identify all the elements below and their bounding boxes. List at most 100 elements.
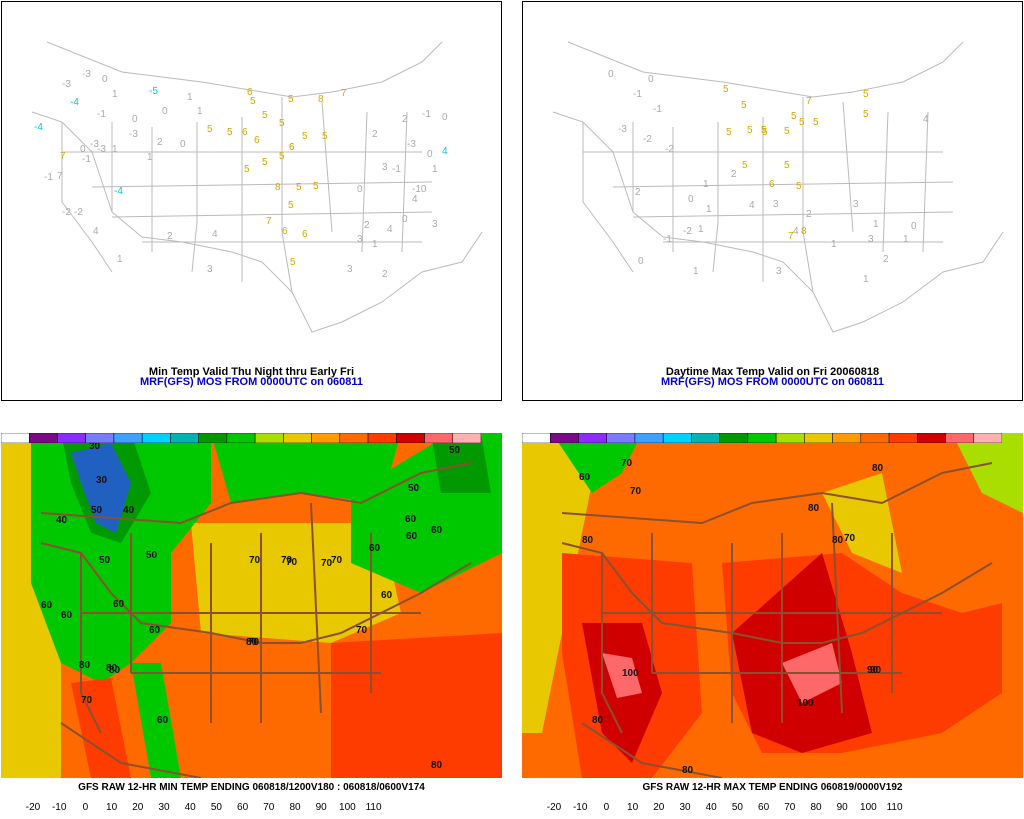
colorbar-tick-label: 10 bbox=[106, 802, 118, 813]
colorbar-tick-label: 0 bbox=[82, 802, 89, 813]
station-value: 5 bbox=[250, 96, 256, 107]
station-value: -1 bbox=[653, 104, 662, 115]
station-value: 5 bbox=[322, 131, 328, 142]
min-temp-mos-panel: -3 0 -3 1 -4 -5 1 0 1 -1 -4 0 -3 2 0 1 -1 7 7 -1 -3 -2 0 -4 1 -2 2… bbox=[1, 1, 502, 401]
station-value: 5 bbox=[313, 181, 319, 192]
contour-label: 60 bbox=[405, 514, 417, 525]
station-value: 4 bbox=[387, 224, 393, 235]
colorbar-swatch bbox=[804, 433, 833, 443]
contour-label: 60 bbox=[149, 625, 161, 636]
colorbar-ticks: -20 -10 0 10 20 30 40 50 60 70 80 90 100 110 bbox=[1, 802, 501, 814]
station-value: -3 bbox=[90, 139, 99, 150]
gfs-min-temp-panel: 30 30 50 40 40 50 50 60 60 60 60 60 60 60 70 70 70 70 70 70… bbox=[1, 433, 502, 819]
colorbar-tick-label: 30 bbox=[158, 802, 170, 813]
contour-label: 50 bbox=[449, 445, 461, 456]
panel-title: Min Temp Valid Thu Night thru Early Fri bbox=[148, 366, 355, 378]
station-value: -1 bbox=[392, 164, 401, 175]
station-value: 0 bbox=[648, 74, 654, 85]
contour-label: 80 bbox=[832, 535, 844, 546]
station-value: 7 bbox=[60, 151, 66, 162]
colorbar-ticks: -20 -10 0 10 20 30 40 50 60 70 80 90 100 110 bbox=[522, 802, 1022, 814]
colorbar-swatch bbox=[170, 433, 199, 443]
station-value: 5 bbox=[288, 200, 294, 211]
contour-label: 60 bbox=[431, 525, 443, 536]
station-value: 5 bbox=[288, 94, 294, 105]
station-value: -1 bbox=[82, 154, 91, 165]
contour-label: 70 bbox=[356, 625, 368, 636]
station-value: 3 bbox=[207, 264, 213, 275]
station-value: 1 bbox=[197, 106, 203, 117]
station-value: 2 bbox=[364, 220, 370, 231]
contour-label: 30 bbox=[89, 441, 101, 452]
station-value: -3 bbox=[618, 124, 627, 135]
station-value: -1 bbox=[97, 109, 106, 120]
station-value: -3 bbox=[129, 129, 138, 140]
station-value: 5 bbox=[863, 89, 869, 100]
station-value: -1 bbox=[422, 109, 431, 120]
station-value: 7 bbox=[266, 216, 272, 227]
contour-label: 80 bbox=[872, 463, 884, 474]
colorbar-swatch bbox=[198, 433, 228, 443]
station-value: 3 bbox=[853, 199, 859, 210]
colorbar-swatch bbox=[747, 433, 777, 443]
station-value: 5 bbox=[279, 118, 285, 129]
colorbar-tick-label: -10 bbox=[572, 802, 588, 813]
colorbar-tick-label: 40 bbox=[184, 802, 196, 813]
station-value: 8 bbox=[318, 94, 324, 105]
contour-label: 60 bbox=[369, 543, 381, 554]
station-value: 0 bbox=[162, 106, 168, 117]
contour-label: 70 bbox=[844, 533, 856, 544]
contour-label: 70 bbox=[630, 486, 642, 497]
colorbar-tick-label: 100 bbox=[339, 802, 356, 813]
station-value: 5 bbox=[290, 257, 296, 268]
station-value: -3 bbox=[407, 139, 416, 150]
colorbar-tick-label: 100 bbox=[860, 802, 877, 813]
station-value: 2 bbox=[382, 269, 388, 280]
station-value: 2 bbox=[806, 209, 812, 220]
station-value: 6 bbox=[282, 226, 288, 237]
station-value: 6 bbox=[302, 229, 308, 240]
station-value: 0 bbox=[688, 194, 694, 205]
station-value: 6 bbox=[289, 142, 295, 153]
colorbar-swatch bbox=[634, 433, 664, 443]
station-value: 6 bbox=[247, 87, 253, 98]
station-value: 1 bbox=[112, 89, 118, 100]
colorbar-swatch bbox=[113, 433, 143, 443]
station-value: 0 bbox=[132, 114, 138, 125]
station-value: -2 bbox=[62, 207, 71, 218]
colorbar-tick-label: 80 bbox=[289, 802, 301, 813]
station-value: 4 bbox=[212, 229, 218, 240]
station-value: 1 bbox=[117, 254, 123, 265]
station-value: 7 bbox=[806, 96, 812, 107]
station-value: 1 bbox=[703, 179, 709, 190]
contour-label: 80 bbox=[592, 715, 604, 726]
colorbar-tick-label: 20 bbox=[653, 802, 665, 813]
station-value: 3 bbox=[382, 162, 388, 173]
station-value: 2 bbox=[883, 254, 889, 265]
contour-label: 90 bbox=[870, 665, 882, 676]
station-value: -3 bbox=[62, 79, 71, 90]
station-value: 5 bbox=[723, 84, 729, 95]
contour-label: 60 bbox=[113, 599, 125, 610]
station-value: 5 bbox=[762, 127, 768, 138]
contour-label: 70 bbox=[248, 637, 260, 648]
min-temp-mos-map: -3 0-31-4-510 1-1-40-32 01-177-1-3-20-41-22… bbox=[31, 41, 483, 333]
contour-label: 40 bbox=[123, 505, 135, 516]
station-value: 1 bbox=[112, 144, 118, 155]
station-value: 5 bbox=[742, 160, 748, 171]
station-value: 3 bbox=[776, 266, 782, 277]
colorbar bbox=[1, 433, 481, 443]
station-value: 7 bbox=[788, 231, 794, 242]
station-value: 4 bbox=[749, 200, 755, 211]
station-value: 6 bbox=[242, 127, 248, 138]
colorbar-tick-label: 90 bbox=[836, 802, 848, 813]
station-value: 2 bbox=[635, 187, 641, 198]
station-value: 7 bbox=[341, 88, 347, 99]
colorbar-swatch bbox=[606, 433, 636, 443]
panel-subtitle: MRF(GFS) MOS FROM 0000UTC on 060811 bbox=[660, 376, 885, 388]
colorbar-swatch bbox=[775, 433, 805, 443]
colorbar-swatch bbox=[917, 433, 946, 443]
station-value: 5 bbox=[207, 124, 213, 135]
